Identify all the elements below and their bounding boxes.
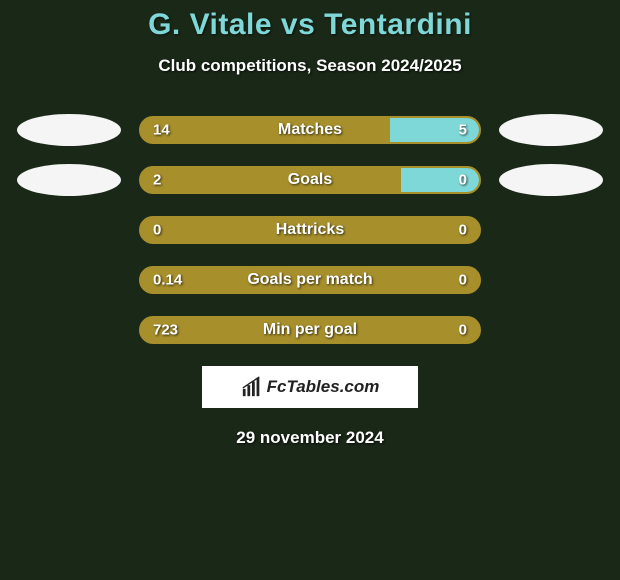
player-left-avatar [17, 114, 121, 146]
chart-icon [241, 376, 263, 398]
stats-rows: 14 Matches 5 2 Goals 0 0 Hattricks [0, 114, 620, 346]
stat-value-right: 0 [459, 222, 467, 239]
stat-row: 2 Goals 0 [0, 164, 620, 196]
stat-label: Matches [141, 121, 479, 139]
stat-label: Min per goal [141, 321, 479, 339]
stat-bar-matches: 14 Matches 5 [139, 116, 481, 144]
stat-bar-min-per-goal: 723 Min per goal 0 [139, 316, 481, 344]
player-right-avatar [499, 164, 603, 196]
player-right-avatar [499, 114, 603, 146]
stat-row: 723 Min per goal 0 [0, 314, 620, 346]
date-label: 29 november 2024 [0, 428, 620, 448]
stat-value-right: 0 [459, 172, 467, 189]
stat-label: Goals [141, 171, 479, 189]
stat-bar-goals-per-match: 0.14 Goals per match 0 [139, 266, 481, 294]
stat-label: Hattricks [141, 221, 479, 239]
stat-bar-goals: 2 Goals 0 [139, 166, 481, 194]
stat-row: 14 Matches 5 [0, 114, 620, 146]
stat-value-right: 0 [459, 322, 467, 339]
stat-row: 0.14 Goals per match 0 [0, 264, 620, 296]
page-title: G. Vitale vs Tentardini [0, 8, 620, 42]
stat-value-right: 5 [459, 122, 467, 139]
stat-row: 0 Hattricks 0 [0, 214, 620, 246]
stat-value-right: 0 [459, 272, 467, 289]
badge-text: FcTables.com [267, 377, 380, 397]
player-left-avatar [17, 164, 121, 196]
stat-label: Goals per match [141, 271, 479, 289]
comparison-container: G. Vitale vs Tentardini Club competition… [0, 0, 620, 448]
subtitle: Club competitions, Season 2024/2025 [0, 56, 620, 76]
source-badge: FcTables.com [202, 366, 418, 408]
stat-bar-hattricks: 0 Hattricks 0 [139, 216, 481, 244]
